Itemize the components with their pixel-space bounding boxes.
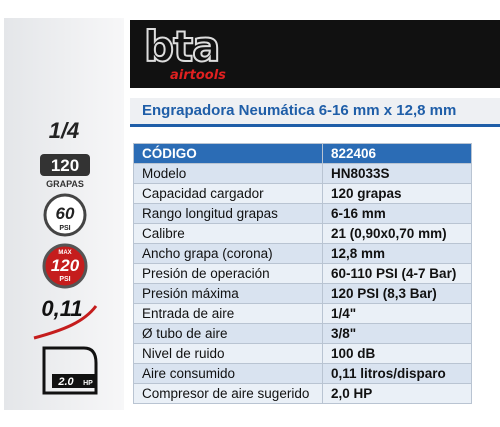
table-cell: Rango longitud grapas [133,203,323,224]
table-cell: Compresor de aire sugerido [133,383,323,404]
power-value: 2.0 [57,376,74,388]
table-cell: 1/4" [322,303,472,324]
table-cell: 21 (0,90x0,70 mm) [322,223,472,244]
table-cell: 12,8 mm [322,243,472,264]
table-row: Modelo HN8033S [133,163,472,184]
table-cell: 0,11 litros/disparo [322,363,472,384]
pressure-circle [43,193,87,237]
table-cell: Capacidad cargador [133,183,323,204]
table-row: Capacidad cargador 120 grapas [133,183,472,204]
pressure-unit: PSI [59,225,70,232]
logo: bta [143,21,222,72]
table-cell: Aire consumido [133,363,323,384]
consumption-icon: 0,11 [41,296,82,321]
table-cell: Entrada de aire [133,303,323,324]
table-cell: HN8033S [322,163,472,184]
table-cell: Calibre [133,223,323,244]
table-row: Calibre 21 (0,90x0,70 mm) [133,223,472,244]
power-box [52,374,96,388]
table-cell: Modelo [133,163,323,184]
power-unit: HP [83,380,93,387]
table-cell: 6-16 mm [322,203,472,224]
table-row: Nivel de ruido 100 dB [133,343,472,364]
table-row: Rango longitud grapas 6-16 mm [133,203,472,224]
pressure-value: 60 [56,204,75,223]
table-row: Ancho grapa (corona) 12,8 mm [133,243,472,264]
table-row: CÓDIGO 822406 [133,143,472,164]
table-cell: 120 grapas [322,183,472,204]
capacity-unit: GRAPAS [46,179,84,189]
table-row: Aire consumido 0,11 litros/disparo [133,363,472,384]
icon-panel: 1/4 120 GRAPAS 60 PSI MAX 120 PSI 0,11 2… [4,18,124,410]
table-cell: Nivel de ruido [133,343,323,364]
table-cell: Presión de operación [133,263,323,284]
logo-bar: bta airtools [130,20,500,88]
table-cell: Presión máxima [133,283,323,304]
table-cell: CÓDIGO [133,143,323,164]
table-row: Entrada de aire 1/4" [133,303,472,324]
consumption-swoosh [33,305,98,340]
title-bar: Engrapadora Neumática 6-16 mm x 12,8 mm [130,98,500,127]
table-cell: 120 PSI (8,3 Bar) [322,283,472,304]
max-value: 120 [51,256,80,275]
table-row: Compresor de aire sugerido 2,0 HP [133,383,472,404]
title: Engrapadora Neumática 6-16 mm x 12,8 mm [142,102,457,119]
fraction-icon: 1/4 [49,118,80,143]
capacity-value: 120 [51,156,79,175]
table-row: Presión de operación 60-110 PSI (4-7 Bar) [133,263,472,284]
table-cell: 2,0 HP [322,383,472,404]
max-pressure-circle [42,243,88,289]
icons: 1/4 120 GRAPAS 60 PSI MAX 120 PSI 0,11 2… [33,118,98,395]
table-row: Presión máxima 120 PSI (8,3 Bar) [133,283,472,304]
spec-table: CÓDIGO 822406 Modelo HN8033S Capacidad carga… [133,143,472,404]
table-cell: 100 dB [322,343,472,364]
max-label: MAX [58,250,71,256]
table-cell: Ø tubo de aire [133,323,323,344]
table-cell: 60-110 PSI (4-7 Bar) [322,263,472,284]
table-cell: 822406 [322,143,472,164]
table-cell: Ancho grapa (corona) [133,243,323,264]
capacity-box [40,154,90,176]
sublogo: airtools [170,68,226,83]
max-unit: PSI [59,276,70,283]
table-cell: 3/8" [322,323,472,344]
table-row: Ø tubo de aire 3/8" [133,323,472,344]
